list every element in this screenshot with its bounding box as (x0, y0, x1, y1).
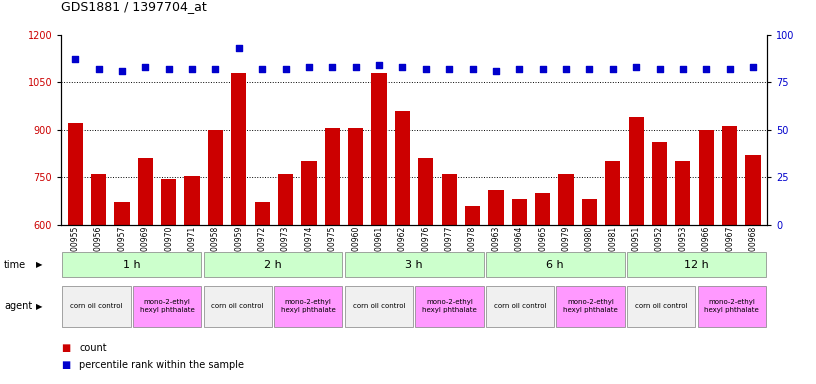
Bar (138, 158, 153, 384)
Point (92, 66, 105, 72)
Bar (627, 252, 766, 277)
Bar (231, 73, 246, 384)
Bar (68, 123, 82, 384)
Bar (605, 161, 620, 384)
Text: ▶: ▶ (36, 260, 42, 269)
Bar (698, 286, 766, 326)
Bar (676, 161, 690, 384)
Point (606, 66, 619, 72)
Text: 12 h: 12 h (684, 260, 709, 270)
Point (676, 66, 690, 72)
Bar (627, 286, 695, 326)
Bar (698, 130, 714, 384)
Bar (558, 174, 574, 384)
Point (326, 64, 339, 70)
Point (653, 66, 666, 72)
Bar (255, 202, 270, 384)
Bar (582, 199, 597, 384)
Point (700, 66, 713, 72)
Bar (203, 252, 343, 277)
Point (373, 62, 386, 68)
Bar (344, 252, 484, 277)
Text: corn oil control: corn oil control (353, 303, 405, 309)
Bar (535, 193, 550, 384)
Text: time: time (4, 260, 26, 270)
Text: mono-2-ethyl
hexyl phthalate: mono-2-ethyl hexyl phthalate (281, 300, 335, 313)
Point (349, 64, 362, 70)
Point (466, 66, 479, 72)
Point (747, 64, 760, 70)
Text: corn oil control: corn oil control (635, 303, 687, 309)
Point (303, 64, 316, 70)
Point (162, 66, 175, 72)
Point (630, 64, 643, 70)
Text: mono-2-ethyl
hexyl phthalate: mono-2-ethyl hexyl phthalate (704, 300, 759, 313)
Bar (184, 175, 200, 384)
Text: ▶: ▶ (36, 302, 42, 311)
Bar (419, 158, 433, 384)
Bar (274, 286, 343, 326)
Bar (325, 128, 340, 384)
Point (396, 64, 409, 70)
Bar (486, 252, 625, 277)
Text: ■: ■ (61, 360, 70, 370)
Bar (62, 252, 202, 277)
Text: 6 h: 6 h (547, 260, 564, 270)
Bar (91, 174, 106, 384)
Point (536, 66, 549, 72)
Bar (161, 179, 176, 384)
Text: mono-2-ethyl
hexyl phthalate: mono-2-ethyl hexyl phthalate (140, 300, 194, 313)
Point (255, 66, 268, 72)
Point (560, 66, 573, 72)
Bar (722, 126, 737, 384)
Bar (348, 128, 363, 384)
Bar (465, 206, 480, 384)
Point (419, 66, 432, 72)
Bar (114, 202, 130, 384)
Bar (395, 111, 410, 384)
Bar (371, 73, 387, 384)
Bar (488, 190, 503, 384)
Bar (203, 286, 272, 326)
Point (139, 64, 152, 70)
Text: ■: ■ (61, 343, 70, 353)
Point (115, 68, 128, 74)
Text: GDS1881 / 1397704_at: GDS1881 / 1397704_at (61, 0, 207, 13)
Bar (301, 161, 317, 384)
Text: 2 h: 2 h (264, 260, 282, 270)
Text: agent: agent (4, 301, 33, 311)
Point (209, 66, 222, 72)
Bar (557, 286, 625, 326)
Bar (133, 286, 202, 326)
Bar (415, 286, 484, 326)
Text: percentile rank within the sample: percentile rank within the sample (79, 360, 244, 370)
Point (233, 45, 246, 51)
Text: 1 h: 1 h (123, 260, 140, 270)
Bar (208, 130, 223, 384)
Point (185, 66, 198, 72)
Text: count: count (79, 343, 107, 353)
Text: corn oil control: corn oil control (494, 303, 546, 309)
Bar (278, 174, 293, 384)
Bar (486, 286, 554, 326)
Point (490, 68, 503, 74)
Text: mono-2-ethyl
hexyl phthalate: mono-2-ethyl hexyl phthalate (563, 300, 618, 313)
Bar (746, 155, 761, 384)
Point (512, 66, 526, 72)
Point (583, 66, 596, 72)
Bar (441, 174, 457, 384)
Text: mono-2-ethyl
hexyl phthalate: mono-2-ethyl hexyl phthalate (422, 300, 477, 313)
Point (723, 66, 736, 72)
Bar (652, 142, 667, 384)
Bar (344, 286, 413, 326)
Point (279, 66, 292, 72)
Bar (512, 199, 527, 384)
Text: corn oil control: corn oil control (211, 303, 264, 309)
Text: 3 h: 3 h (406, 260, 423, 270)
Point (442, 66, 455, 72)
Point (69, 56, 82, 62)
Bar (62, 286, 131, 326)
Bar (628, 117, 644, 384)
Text: corn oil control: corn oil control (70, 303, 122, 309)
